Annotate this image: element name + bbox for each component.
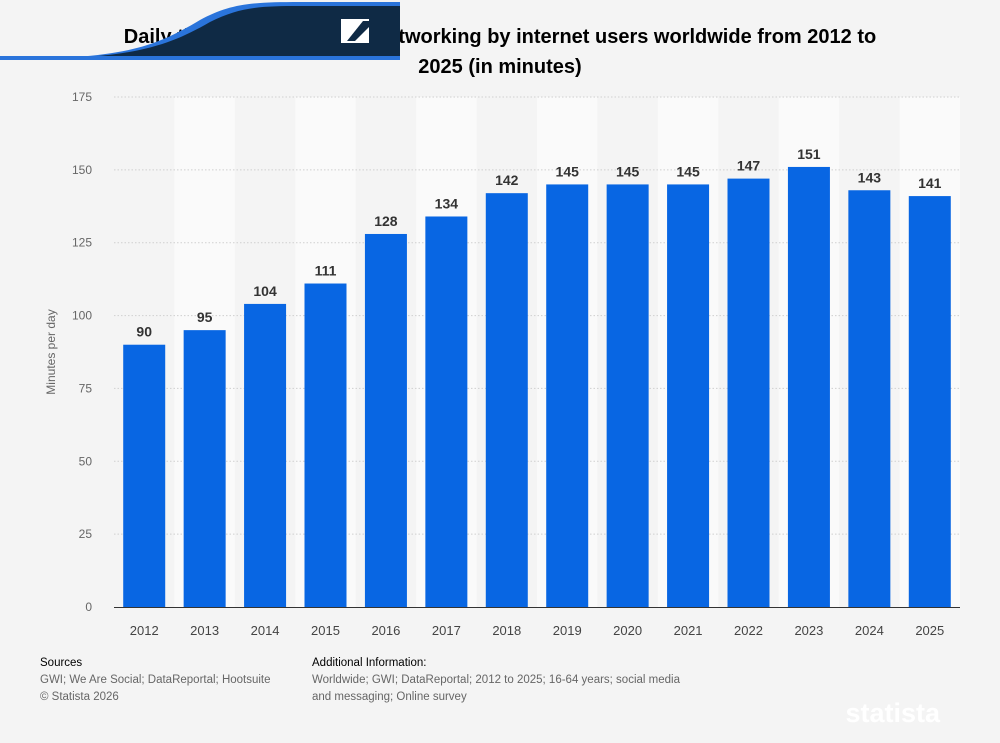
y-tick-label: 0 — [85, 600, 92, 614]
x-tick-label: 2016 — [371, 623, 400, 638]
data-label: 141 — [918, 175, 942, 191]
x-tick-label: 2024 — [855, 623, 884, 638]
x-tick-label: 2013 — [190, 623, 219, 638]
bar — [425, 216, 468, 607]
bar — [244, 303, 287, 607]
x-tick-label: 2019 — [553, 623, 582, 638]
data-label: 145 — [616, 163, 640, 179]
x-tick-label: 2022 — [734, 623, 763, 638]
x-tick-label: 2015 — [311, 623, 340, 638]
x-tick-label: 2018 — [492, 623, 521, 638]
x-tick-label: 2025 — [915, 623, 944, 638]
y-tick-label: 150 — [72, 163, 92, 177]
statista-logo-text: statista — [845, 698, 940, 728]
bar — [546, 184, 589, 607]
data-label: 143 — [858, 169, 882, 185]
data-label: 134 — [435, 195, 459, 211]
copyright: © Statista 2026 — [40, 691, 119, 703]
sources-text: GWI; We Are Social; DataReportal; Hootsu… — [40, 674, 271, 686]
data-label: 147 — [737, 158, 761, 174]
data-label: 104 — [253, 283, 277, 299]
bar — [485, 193, 528, 607]
additional-info-block: Additional Information: Worldwide; GWI; … — [312, 655, 680, 706]
data-label: 128 — [374, 213, 398, 229]
bar — [364, 233, 407, 607]
bar — [304, 283, 347, 607]
bar — [667, 184, 710, 607]
y-tick-label: 75 — [79, 381, 93, 395]
x-tick-label: 2023 — [794, 623, 823, 638]
bar — [848, 190, 891, 607]
data-label: 145 — [556, 163, 580, 179]
bar — [606, 184, 649, 607]
x-tick-label: 2012 — [130, 623, 159, 638]
statista-logo-banner[interactable] — [0, 0, 400, 60]
data-label: 90 — [136, 324, 152, 340]
y-tick-label: 50 — [79, 454, 93, 468]
additional-info-line: Worldwide; GWI; DataReportal; 2012 to 20… — [312, 674, 680, 686]
bar — [908, 196, 951, 608]
sources-heading: Sources — [40, 657, 83, 669]
bar — [727, 178, 770, 607]
data-label: 111 — [315, 263, 337, 279]
y-tick-label: 25 — [79, 527, 93, 541]
bar — [183, 330, 226, 607]
data-label: 142 — [495, 172, 519, 188]
y-axis-label: Minutes per day — [44, 309, 58, 394]
y-tick-label: 100 — [72, 309, 92, 323]
x-tick-label: 2017 — [432, 623, 461, 638]
bar — [787, 166, 830, 607]
x-tick-label: 2014 — [251, 623, 280, 638]
y-tick-label: 125 — [72, 236, 92, 250]
x-tick-label: 2021 — [674, 623, 703, 638]
data-label: 151 — [797, 146, 821, 162]
additional-info-line: and messaging; Online survey — [312, 691, 467, 703]
data-label: 95 — [197, 309, 213, 325]
x-tick-label: 2020 — [613, 623, 642, 638]
data-label: 145 — [676, 163, 700, 179]
additional-info-heading: Additional Information: — [312, 657, 427, 669]
bar — [123, 344, 166, 607]
y-tick-label: 175 — [72, 90, 92, 104]
sources-block: Sources GWI; We Are Social; DataReportal… — [40, 655, 271, 706]
